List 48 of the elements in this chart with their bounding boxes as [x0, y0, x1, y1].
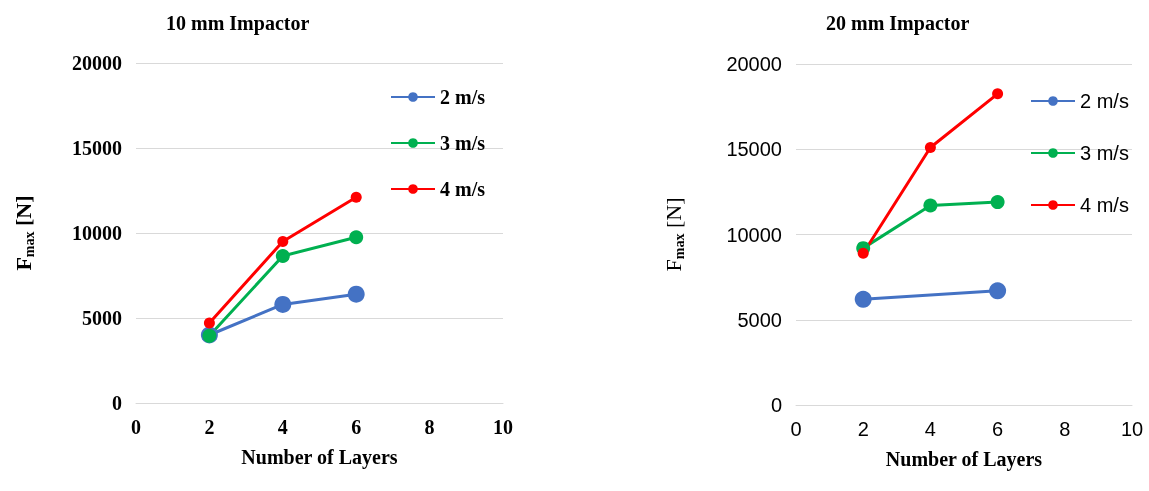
- point: [203, 317, 215, 329]
- y-tick-label: 15000: [72, 137, 122, 159]
- x-tick-label: 10: [1120, 418, 1144, 440]
- y-tick-label: 5000: [737, 308, 782, 331]
- x-tick-label: 6: [351, 416, 362, 438]
- y-tick-label: 10000: [72, 222, 122, 244]
- point: [924, 142, 936, 154]
- x-tick-label: 0: [131, 416, 141, 438]
- legend-label: 4 m/s: [1080, 194, 1129, 216]
- point: [992, 88, 1004, 100]
- point: [854, 290, 872, 308]
- point: [923, 198, 938, 213]
- point: [990, 195, 1005, 210]
- chart-title: 20 mm Impactor: [826, 12, 970, 35]
- x-tick-label: 6: [992, 418, 1004, 440]
- x-tick-label: 2: [204, 416, 215, 438]
- x-tick-label: 8: [1059, 418, 1071, 440]
- point: [274, 295, 292, 313]
- y-tick-label: 5000: [82, 307, 122, 329]
- y-tick-label: 10000: [726, 223, 782, 246]
- y-axis-title: Fmax [N]: [660, 197, 687, 272]
- y-axis-title: Fmax [N]: [10, 195, 37, 271]
- x-tick-label: 0: [790, 418, 802, 440]
- x-tick-label: 8: [424, 416, 435, 438]
- y-tick-label: 20000: [72, 52, 122, 74]
- x-tick-label: 2: [857, 418, 869, 440]
- legend-label: 4 m/s: [440, 178, 486, 200]
- legend-label: 3 m/s: [440, 132, 486, 154]
- y-tick-label: 15000: [726, 138, 782, 161]
- point: [857, 247, 869, 259]
- chart-title: 10 mm Impactor: [166, 12, 310, 35]
- point: [347, 285, 365, 303]
- legend-label: 2 m/s: [440, 86, 486, 108]
- point: [989, 282, 1007, 300]
- point: [349, 230, 364, 245]
- x-axis-title: Number of Layers: [241, 446, 398, 469]
- x-tick-label: 10: [493, 416, 513, 438]
- legend-label: 2 m/s: [1080, 90, 1129, 112]
- legend-label: 3 m/s: [1080, 142, 1129, 164]
- x-tick-label: 4: [277, 416, 288, 438]
- point: [275, 248, 290, 263]
- x-tick-label: 4: [924, 418, 936, 440]
- point: [277, 236, 289, 247]
- x-axis-title: Number of Layers: [885, 448, 1043, 471]
- y-tick-label: 0: [112, 392, 122, 414]
- y-tick-label: 20000: [726, 53, 782, 75]
- y-tick-label: 0: [770, 394, 782, 416]
- point: [350, 191, 362, 203]
